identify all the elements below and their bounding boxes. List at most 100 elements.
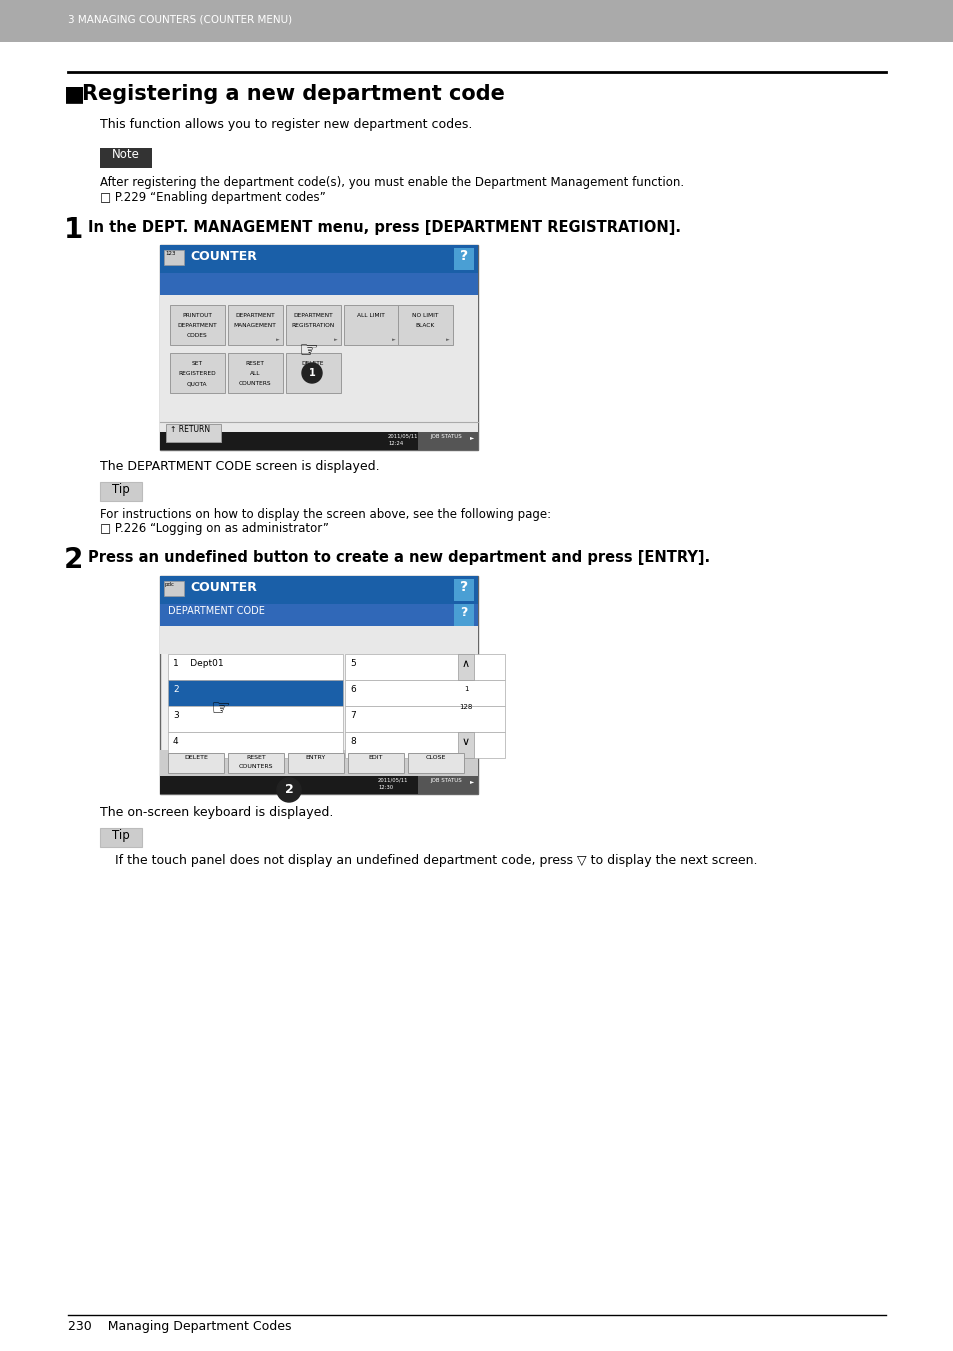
Text: ►: ►: [446, 336, 450, 342]
Bar: [454, 249, 474, 270]
Text: The on-screen keyboard is displayed.: The on-screen keyboard is displayed.: [100, 807, 333, 819]
Text: MANAGEMENT: MANAGEMENT: [233, 323, 276, 328]
Text: 4: 4: [172, 738, 178, 746]
Text: DEPARTMENT CODE: DEPARTMENT CODE: [168, 607, 265, 616]
Text: ∧: ∧: [461, 659, 470, 669]
Bar: [160, 576, 477, 604]
Text: 230    Managing Department Codes: 230 Managing Department Codes: [68, 1320, 292, 1333]
Text: 1: 1: [309, 367, 315, 378]
Bar: [160, 775, 477, 794]
Text: 7: 7: [350, 711, 355, 720]
Text: CLOSE: CLOSE: [425, 755, 446, 761]
Text: DEPARTMENT: DEPARTMENT: [235, 313, 274, 317]
Text: ►: ►: [276, 336, 280, 342]
Bar: [408, 753, 463, 773]
Text: REGISTERED: REGISTERED: [178, 372, 215, 376]
Text: Press an undefined button to create a new department and press [ENTRY].: Press an undefined button to create a ne…: [88, 550, 709, 565]
Text: NO LIMIT: NO LIMIT: [412, 313, 437, 317]
Bar: [228, 353, 283, 393]
Bar: [160, 432, 477, 450]
Text: 2011/05/11: 2011/05/11: [377, 777, 408, 782]
Bar: [457, 654, 474, 680]
Bar: [228, 753, 284, 773]
Text: ALL: ALL: [250, 372, 260, 376]
Text: This function allows you to register new department codes.: This function allows you to register new…: [100, 118, 472, 131]
Text: ☞: ☞: [297, 340, 317, 361]
Bar: [160, 576, 477, 794]
Bar: [160, 758, 477, 778]
Text: Note: Note: [112, 149, 140, 161]
Bar: [457, 732, 474, 758]
Text: 12:30: 12:30: [377, 785, 393, 790]
Bar: [288, 753, 344, 773]
Text: pdc: pdc: [165, 582, 174, 586]
Text: 6: 6: [350, 685, 355, 694]
Text: RESET: RESET: [245, 361, 264, 366]
Text: If the touch panel does not display an undefined department code, press ▽ to dis: If the touch panel does not display an u…: [115, 854, 757, 867]
Text: COUNTERS: COUNTERS: [238, 765, 273, 769]
Text: COUNTER: COUNTER: [190, 581, 256, 594]
Text: 2011/05/11: 2011/05/11: [388, 434, 418, 438]
Bar: [160, 295, 477, 432]
Text: 2: 2: [64, 546, 83, 574]
Bar: [100, 149, 152, 168]
Text: ?: ?: [460, 607, 467, 619]
Text: For instructions on how to display the screen above, see the following page:: For instructions on how to display the s…: [100, 508, 551, 521]
Bar: [100, 828, 142, 847]
Text: 8: 8: [350, 738, 355, 746]
Text: REGISTRATION: REGISTRATION: [291, 323, 335, 328]
Bar: [345, 707, 504, 732]
Text: SET: SET: [192, 361, 202, 366]
Bar: [417, 775, 477, 794]
Text: COUNTERS: COUNTERS: [238, 381, 271, 386]
Text: ☞: ☞: [210, 698, 230, 719]
Bar: [168, 732, 343, 758]
Text: COUNTER: COUNTER: [190, 250, 256, 263]
Bar: [160, 750, 477, 775]
Text: 3: 3: [172, 711, 178, 720]
Bar: [160, 245, 477, 450]
Bar: [348, 753, 403, 773]
Bar: [160, 273, 477, 295]
Bar: [228, 305, 283, 345]
Text: Tip: Tip: [112, 830, 130, 842]
Bar: [170, 305, 225, 345]
Text: 1: 1: [64, 216, 83, 245]
Bar: [417, 432, 477, 450]
Bar: [100, 482, 142, 501]
Text: 1    Dept01: 1 Dept01: [172, 659, 223, 667]
Text: ENTRY: ENTRY: [306, 755, 326, 761]
Text: 1: 1: [463, 686, 468, 692]
Bar: [454, 604, 474, 626]
Text: ►: ►: [469, 780, 474, 784]
Text: The DEPARTMENT CODE screen is displayed.: The DEPARTMENT CODE screen is displayed.: [100, 459, 379, 473]
Bar: [166, 424, 221, 442]
Text: EDIT: EDIT: [369, 755, 383, 761]
Bar: [345, 654, 504, 680]
Text: 12:24: 12:24: [388, 440, 403, 446]
Text: 2: 2: [172, 685, 178, 694]
Bar: [168, 654, 343, 680]
Text: DEPARTMENT: DEPARTMENT: [293, 313, 333, 317]
Bar: [160, 626, 477, 654]
Bar: [160, 604, 477, 626]
Bar: [345, 732, 504, 758]
Text: 5: 5: [350, 659, 355, 667]
Bar: [286, 353, 340, 393]
Text: ↑ RETURN: ↑ RETURN: [170, 426, 210, 434]
Text: ?: ?: [459, 249, 468, 263]
Text: □ P.229 “Enabling department codes”: □ P.229 “Enabling department codes”: [100, 190, 325, 204]
Text: ?: ?: [459, 580, 468, 594]
Text: ►: ►: [469, 435, 474, 440]
Text: PRINTOUT: PRINTOUT: [182, 313, 212, 317]
Text: QUOTA: QUOTA: [187, 381, 207, 386]
Text: BLACK: BLACK: [415, 323, 435, 328]
Bar: [344, 305, 398, 345]
Text: DELETE: DELETE: [184, 755, 208, 761]
Bar: [168, 707, 343, 732]
Text: 128: 128: [458, 704, 472, 711]
Text: ►: ►: [334, 336, 337, 342]
Bar: [168, 753, 224, 773]
Text: Registering a new department code: Registering a new department code: [82, 84, 504, 104]
Text: DEPARTMENT: DEPARTMENT: [177, 323, 216, 328]
